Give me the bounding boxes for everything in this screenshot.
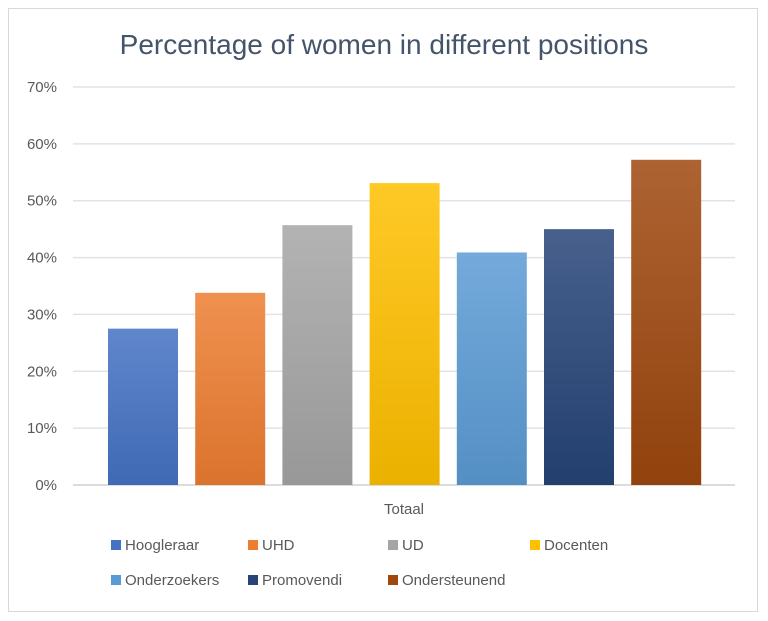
bar-uhd — [195, 292, 266, 485]
legend-item-onderzoekers: Onderzoekers — [111, 572, 219, 589]
bar-docenten — [369, 183, 440, 486]
y-tick-label: 30% — [27, 306, 57, 323]
bar-ondersteunend — [631, 159, 702, 485]
x-category-label: Totaal — [384, 501, 424, 518]
chart-title: Percentage of women in different positio… — [120, 29, 649, 60]
legend-item-hoogleraar: Hoogleraar — [111, 537, 199, 554]
legend-swatch — [111, 540, 121, 550]
y-tick-label: 10% — [27, 420, 57, 437]
legend-label: Onderzoekers — [125, 572, 219, 589]
legend-item-ondersteunend: Ondersteunend — [388, 572, 505, 589]
legend-label: UHD — [262, 537, 295, 554]
y-tick-label: 70% — [27, 79, 57, 96]
legend-swatch — [111, 575, 121, 585]
legend-swatch — [388, 540, 398, 550]
legend-label: Promovendi — [262, 572, 342, 589]
y-tick-label: 20% — [27, 363, 57, 380]
y-tick-label: 50% — [27, 193, 57, 210]
y-tick-label: 0% — [35, 477, 57, 494]
legend-item-uhd: UHD — [248, 537, 295, 554]
legend-item-ud: UD — [388, 537, 424, 554]
bar-ud — [282, 225, 353, 486]
chart-frame — [8, 8, 758, 612]
legend-swatch — [248, 540, 258, 550]
legend-label: Ondersteunend — [402, 572, 505, 589]
legend-label: Hoogleraar — [125, 537, 199, 554]
bar-promovendi — [544, 229, 614, 485]
legend-item-docenten: Docenten — [530, 537, 608, 554]
legend-label: UD — [402, 537, 424, 554]
legend-swatch — [530, 540, 540, 550]
legend-item-promovendi: Promovendi — [248, 572, 342, 589]
bar-hoogleraar — [108, 328, 178, 485]
y-tick-label: 60% — [27, 136, 57, 153]
legend-swatch — [248, 575, 258, 585]
legend-swatch — [388, 575, 398, 585]
legend-label: Docenten — [544, 537, 608, 554]
bar-onderzoekers — [456, 252, 527, 485]
y-tick-label: 40% — [27, 250, 57, 267]
